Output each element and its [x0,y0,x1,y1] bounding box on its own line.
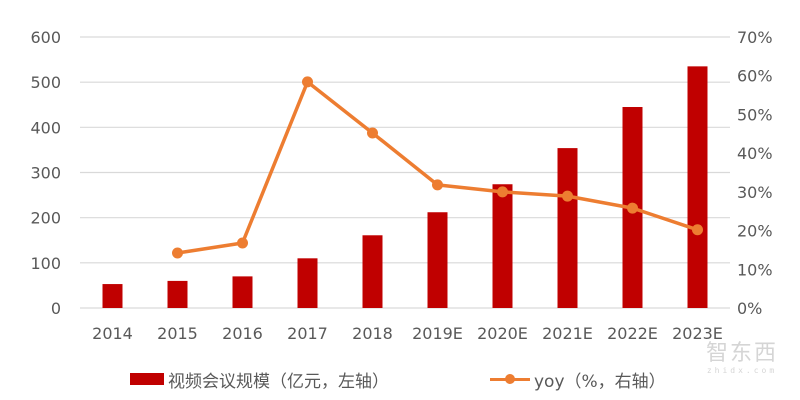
x-tick-label: 2021E [542,324,593,343]
x-tick-label: 2023E [672,324,723,343]
bar [492,184,513,308]
right-tick-label: 0% [737,299,762,318]
bar [687,66,708,308]
yoy-marker [692,224,703,236]
yoy-marker [367,127,378,139]
bar [557,148,578,308]
left-tick-label: 0 [51,299,61,318]
legend-label-line: yoy（%，右轴） [534,371,666,392]
yoy-marker [562,190,573,202]
left-tick-label: 600 [30,28,61,47]
x-tick-label: 2016 [222,324,263,343]
right-axis-ticks: 0% 10% 20% 30% 40% 50% 60% 70% [737,28,773,318]
x-tick-label: 2015 [157,324,198,343]
right-tick-label: 10% [737,260,773,279]
x-tick-label: 2022E [607,324,658,343]
x-tick-label: 2017 [287,324,328,343]
right-tick-label: 50% [737,105,773,124]
bar [167,280,188,308]
right-tick-label: 70% [737,28,773,47]
x-tick-label: 2019E [412,324,463,343]
right-tick-label: 30% [737,183,773,202]
right-tick-label: 60% [737,67,773,86]
line-series [172,76,703,259]
left-tick-label: 200 [30,209,61,228]
x-tick-label: 2014 [92,324,133,343]
left-tick-label: 400 [30,118,61,137]
bar [297,258,318,308]
bar [102,284,123,308]
left-tick-label: 500 [30,73,61,92]
bar [362,235,383,308]
yoy-marker [497,186,508,198]
legend-item-line: yoy（%，右轴） [490,366,666,392]
x-tick-label: 2018 [352,324,393,343]
left-axis-ticks: 0 100 200 300 400 500 600 [30,28,61,318]
yoy-marker [237,237,248,249]
x-tick-label: 2020E [477,324,528,343]
yoy-marker [627,202,638,214]
legend-label-bar: 视频会议规模（亿元，左轴） [168,371,389,392]
bar-series [102,66,708,308]
right-tick-label: 40% [737,144,773,163]
gridlines [80,36,730,309]
yoy-marker [302,76,313,88]
yoy-marker [172,247,183,259]
x-axis-ticks: 2014 2015 2016 2017 2018 2019E 2020E 2021E 2022E… [92,324,723,343]
bar [232,276,253,308]
left-tick-label: 100 [30,254,61,273]
legend-item-bar: 视频会议规模（亿元，左轴） [130,366,389,392]
bar [427,212,448,308]
line-swatch-icon [490,373,530,385]
yoy-marker [432,179,443,191]
bar-swatch-icon [130,373,164,385]
left-tick-label: 300 [30,164,61,183]
right-tick-label: 20% [737,222,773,241]
